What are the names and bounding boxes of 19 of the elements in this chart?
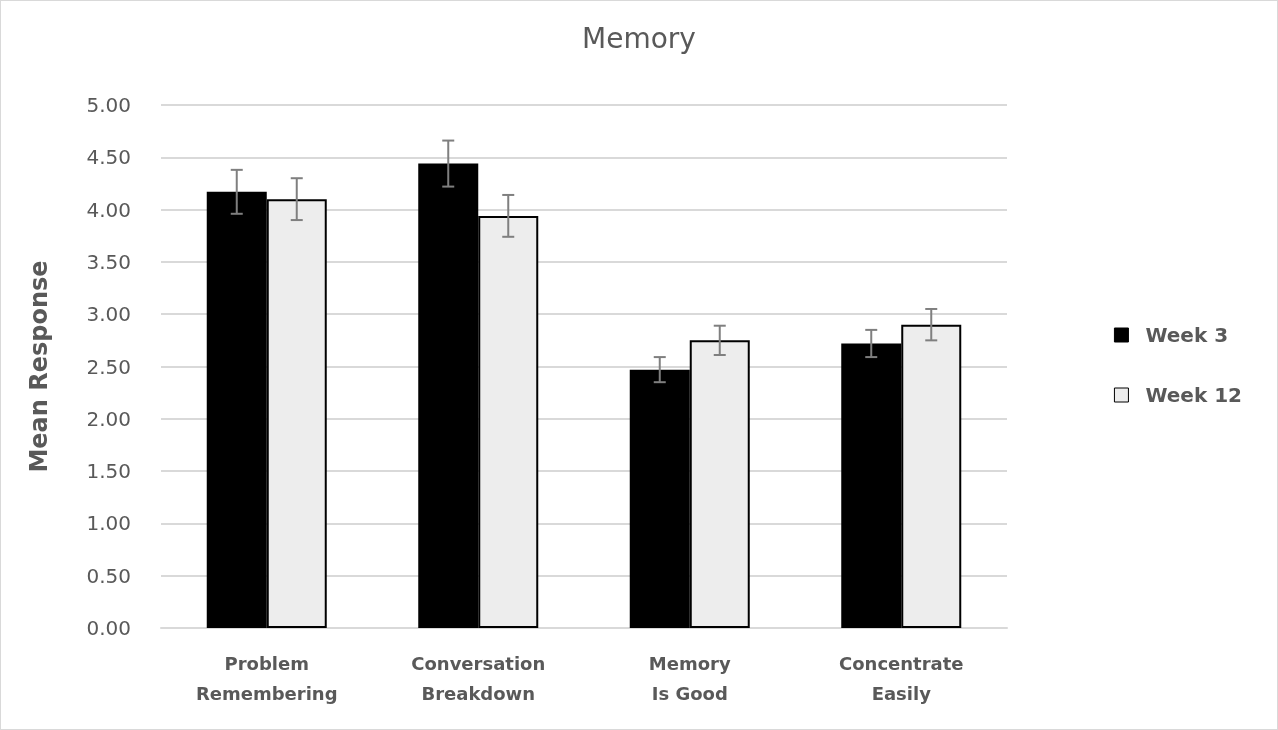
y-tick-label: 3.00 — [86, 302, 131, 327]
y-tick-label: 4.50 — [86, 145, 131, 170]
chart-title: Memory — [582, 21, 696, 55]
y-axis-title: Mean Response — [25, 260, 53, 473]
legend-label: Week 3 — [1145, 323, 1229, 347]
y-tick-label: 3.50 — [86, 249, 131, 274]
y-tick-label: 2.50 — [86, 354, 131, 379]
y-tick-label: 0.00 — [86, 616, 131, 640]
y-tick-label: 1.50 — [86, 459, 131, 484]
y-tick-label: 4.00 — [86, 197, 131, 222]
y-tick-label: 2.00 — [86, 406, 131, 431]
y-tick-label: 1.00 — [86, 511, 131, 536]
y-tick-label: 5.00 — [86, 93, 131, 117]
x-tick-label: Problem Remembering — [195, 652, 338, 704]
x-tick-label: Concentrate Easily — [838, 652, 964, 704]
y-tick-label: 0.50 — [86, 563, 131, 588]
x-tick-label: Memory Is Good — [648, 652, 731, 704]
legend-label: Week 12 — [1145, 383, 1243, 407]
x-tick-label: Conversation Breakdown — [411, 652, 546, 704]
